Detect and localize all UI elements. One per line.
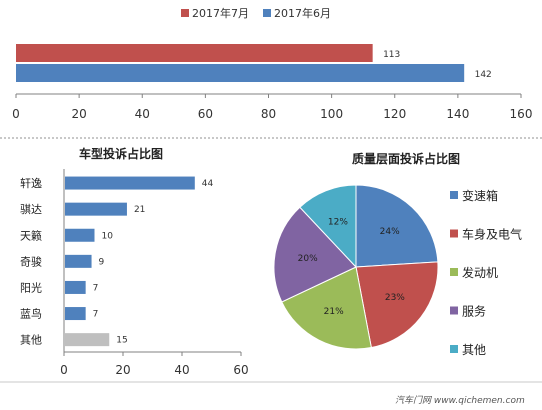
x-tick-label: 0 xyxy=(12,107,20,121)
legend-label: 其他 xyxy=(462,343,486,357)
pie-slice xyxy=(273,206,357,303)
x-tick-label: 160 xyxy=(510,107,533,121)
bar xyxy=(65,280,86,294)
data-label: 15 xyxy=(116,336,127,346)
category-label: 轩逸 xyxy=(20,176,42,190)
bar xyxy=(65,202,127,216)
bar xyxy=(65,254,92,268)
legend-label-jun: 2017年6月 xyxy=(274,6,331,20)
legend-swatch xyxy=(450,345,458,353)
category-label: 天籁 xyxy=(20,228,42,242)
pie-slice xyxy=(299,184,357,269)
quality-complaint-pie-chart: 质量层面投诉占比图 24% 23% 21% 20% 12% 变速箱车身及电气发动机服务其… xyxy=(273,151,522,357)
data-label: 9 xyxy=(99,257,105,267)
x-tick-label: 20 xyxy=(71,107,86,121)
slice-label: 23% xyxy=(385,293,405,303)
watermark-text: 汽车门网 www.qichemen.com xyxy=(395,395,525,406)
x-tick-label: 20 xyxy=(115,363,130,377)
category-label: 其他 xyxy=(20,334,42,347)
category-label: 奇骏 xyxy=(20,254,42,268)
x-tick-label: 0 xyxy=(60,363,68,377)
bar-jul xyxy=(16,44,373,62)
x-tick-label: 40 xyxy=(135,107,150,121)
legend-label: 发动机 xyxy=(462,265,498,280)
data-label: 7 xyxy=(93,283,99,293)
x-tick-label: 80 xyxy=(261,107,276,121)
data-label: 44 xyxy=(202,179,214,189)
legend-label: 服务 xyxy=(462,304,486,319)
legend-label: 车身及电气 xyxy=(462,227,522,242)
data-label: 21 xyxy=(134,205,145,215)
legend-swatch xyxy=(450,268,458,276)
pie-slice xyxy=(281,266,372,350)
x-tick-label: 100 xyxy=(320,107,343,121)
bar-jun xyxy=(16,64,465,82)
legend: 2017年7月 2017年6月 xyxy=(181,6,331,20)
x-tick-label: 120 xyxy=(383,107,406,121)
data-label: 10 xyxy=(102,231,114,241)
x-tick-label: 140 xyxy=(446,107,469,121)
legend-swatch-jul xyxy=(181,9,189,17)
category-label: 骐达 xyxy=(20,203,42,216)
x-tick-label: 40 xyxy=(174,363,189,377)
data-label: 142 xyxy=(475,70,492,80)
slice-label: 12% xyxy=(328,217,348,227)
pie-slice xyxy=(355,261,439,349)
data-label: 113 xyxy=(383,50,400,60)
bar xyxy=(65,228,95,242)
pie-slice xyxy=(355,184,439,268)
legend-swatch xyxy=(450,229,458,238)
legend-swatch xyxy=(450,306,458,315)
bar xyxy=(65,176,195,190)
legend-label: 变速箱 xyxy=(462,188,498,203)
monthly-comparison-chart: 2017年7月 2017年6月 113 142 0 20 40 60 80 100 120 14… xyxy=(12,6,532,121)
data-label: 7 xyxy=(93,310,99,320)
bar xyxy=(65,307,86,321)
category-label: 蓝鸟 xyxy=(20,307,42,321)
slice-label: 21% xyxy=(324,307,344,317)
legend-swatch xyxy=(450,191,458,199)
slice-label: 24% xyxy=(380,227,400,237)
x-tick-label: 60 xyxy=(233,363,248,377)
category-label: 阳光 xyxy=(20,280,42,294)
chart-title-quality: 质量层面投诉占比图 xyxy=(352,151,460,166)
chart-title-models: 车型投诉占比图 xyxy=(79,146,163,161)
x-tick-label: 60 xyxy=(198,107,213,121)
slice-label: 20% xyxy=(298,254,318,264)
bar xyxy=(65,333,110,347)
legend-swatch-jun xyxy=(263,9,271,17)
legend-label-jul: 2017年7月 xyxy=(192,6,249,20)
